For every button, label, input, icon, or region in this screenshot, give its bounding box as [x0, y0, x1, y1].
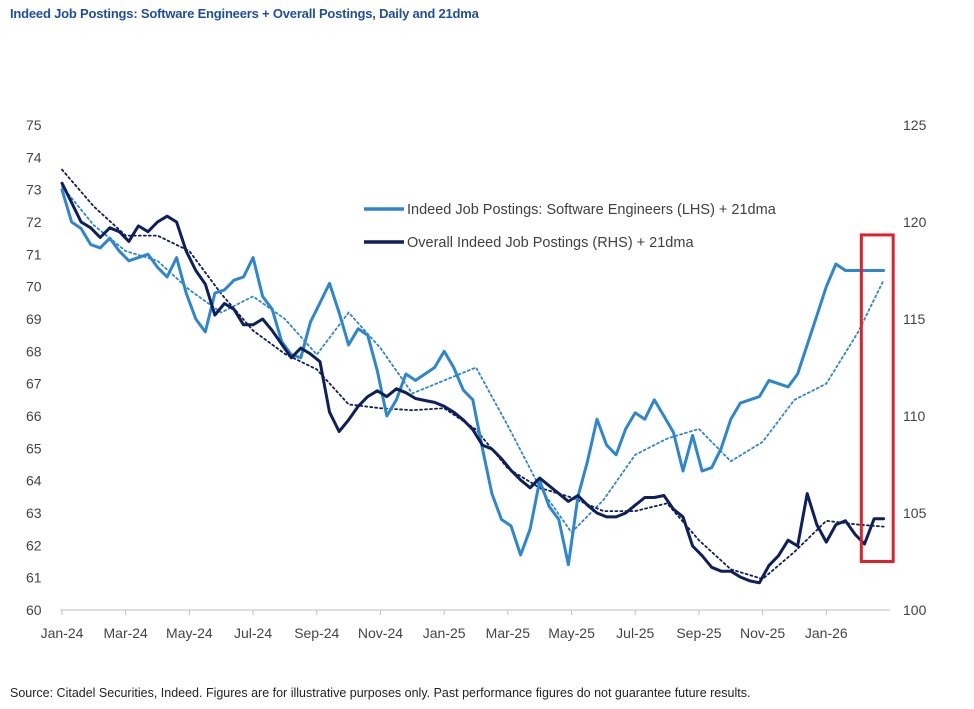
highlight-box [859, 233, 895, 564]
x-tick-label: May-24 [166, 625, 213, 641]
x-tick-label: May-25 [548, 625, 595, 641]
axes-layer: Jan-24 Mar-24 May-24 Jul-24 Sep-24 Nov-24 Jan-… [26, 117, 927, 641]
y-left-tick-label: 72 [26, 214, 42, 230]
highlight-layer [859, 233, 895, 564]
x-tick-label: Nov-25 [740, 625, 785, 641]
series-layer [60, 168, 886, 585]
y-left-tick-label: 69 [26, 311, 42, 327]
x-tick-label: Jan-24 [41, 625, 84, 641]
y-left-tick-label: 73 [26, 182, 42, 198]
overall-postings-line [60, 181, 886, 585]
y-left-tick-label: 64 [26, 473, 42, 489]
x-tick-label: Mar-25 [486, 625, 531, 641]
y-left-tick-label: 71 [26, 246, 42, 262]
y-left-tick-label: 68 [26, 343, 42, 359]
y-left-tick-label: 75 [26, 117, 42, 133]
y-right-tick-label: 125 [903, 117, 927, 133]
y-left-tick-label: 66 [26, 408, 42, 424]
y-left-tick-label: 61 [26, 570, 42, 586]
y-right-tick-label: 105 [903, 505, 927, 521]
software-engineers-line [60, 188, 886, 567]
x-tick-label: Sep-24 [294, 625, 339, 641]
y-left-tick-label: 60 [26, 602, 42, 618]
y-left-tick-label: 63 [26, 505, 42, 521]
y-right-tick-label: 100 [903, 602, 927, 618]
y-left-tick-label: 62 [26, 537, 42, 553]
legend-label-software: Indeed Job Postings: Software Engineers … [407, 202, 777, 218]
y-left-tick-label: 74 [26, 149, 42, 165]
y-right-tick-label: 115 [903, 311, 926, 327]
x-tick-label: Jul-24 [234, 625, 272, 641]
software-engineers-21dma-line [61, 185, 885, 534]
source-note: Source: Citadel Securities, Indeed. Figu… [10, 686, 751, 700]
legend: Indeed Job Postings: Software Engineers … [364, 202, 777, 251]
x-tick-label: Nov-24 [358, 625, 403, 641]
x-tick-label: Mar-24 [104, 625, 149, 641]
y-right-tick-label: 110 [903, 408, 926, 424]
x-tick-label: Jan-26 [805, 625, 848, 641]
y-left-tick-label: 65 [26, 440, 42, 456]
chart-title: Indeed Job Postings: Software Engineers … [10, 6, 479, 21]
y-right-tick-label: 120 [903, 214, 927, 230]
x-tick-label: Jul-25 [616, 625, 654, 641]
y-left-tick-label: 70 [26, 279, 42, 295]
y-left-tick-label: 67 [26, 376, 42, 392]
x-tick-label: Jan-25 [423, 625, 466, 641]
overall-postings-21dma-line [61, 168, 885, 580]
legend-label-overall: Overall Indeed Job Postings (RHS) + 21dm… [407, 235, 694, 251]
x-tick-label: Sep-25 [676, 625, 721, 641]
